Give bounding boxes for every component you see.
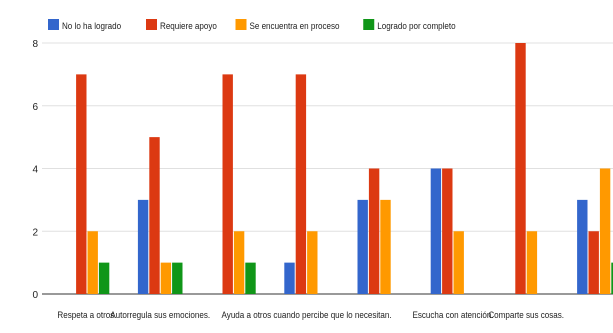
legend-label: Logrado por completo	[377, 20, 455, 31]
bar	[307, 231, 318, 294]
bar	[233, 231, 245, 294]
x-category-label: Autorregula sus emociones.	[110, 309, 210, 320]
bar	[245, 262, 256, 294]
y-tick-label: 6	[32, 102, 38, 113]
bar	[442, 168, 453, 294]
bar	[368, 168, 380, 294]
legend-swatch	[146, 19, 157, 30]
bar	[453, 231, 464, 294]
y-tick-label: 2	[32, 227, 38, 238]
bar	[160, 262, 172, 294]
x-category-label: Respeta a otros.	[57, 309, 116, 320]
bar	[172, 262, 183, 294]
bar	[222, 74, 233, 294]
y-tick-label: 0	[32, 290, 38, 301]
y-tick-label: 4	[32, 165, 38, 176]
bar	[137, 199, 149, 294]
bar	[611, 262, 613, 294]
bar	[295, 74, 307, 294]
legend-swatch	[48, 19, 59, 30]
bar	[98, 262, 110, 294]
x-category-label: Ayuda a otros cuando percibe que lo nece…	[222, 309, 392, 320]
bar	[149, 137, 160, 294]
legend-swatch	[235, 19, 247, 30]
legend-label: Requiere apoyo	[160, 20, 217, 31]
bar	[76, 74, 87, 294]
y-tick-label: 8	[32, 39, 38, 50]
bar	[284, 262, 295, 294]
bar	[588, 231, 599, 294]
legend-label: No lo ha logrado	[62, 20, 121, 31]
bar	[526, 231, 538, 294]
bar	[430, 168, 442, 294]
x-category-label: Escucha con atención.	[412, 309, 493, 320]
bar	[577, 199, 588, 294]
bar	[515, 43, 526, 294]
bar	[599, 168, 611, 294]
legend-swatch	[363, 19, 375, 30]
bar	[380, 199, 391, 294]
bar	[87, 231, 98, 294]
legend-label: Se encuentra en proceso	[250, 20, 340, 31]
x-category-label: Comparte sus cosas.	[488, 309, 564, 320]
bar	[357, 199, 368, 294]
